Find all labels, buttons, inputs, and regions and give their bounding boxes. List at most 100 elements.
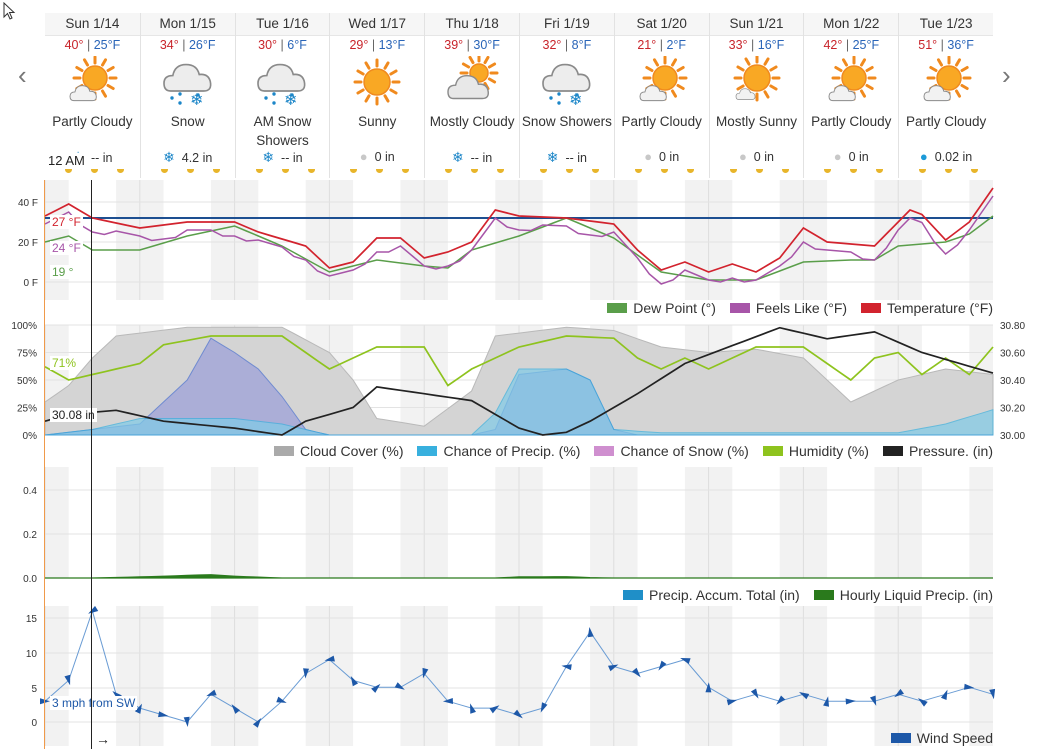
day-column[interactable]: Sat 1/20 21° | 2°F Partly Cloudy ● 0 in [613,13,709,178]
hover-wind-label: 3 mph from SW [50,696,138,710]
day-date: Mon 1/15 [140,13,235,36]
partly-cloudy-icon [821,55,881,112]
day-column[interactable]: Wed 1/17 29° | 13°F Sunny ● 0 in [329,13,425,178]
raindrop-icon: ● [644,149,653,164]
sunrise-marker-icon [402,169,410,173]
legend-label[interactable]: Chance of Precip. (%) [443,443,581,459]
high-temp: 42° [823,38,843,52]
wind-direction-arrow [658,660,667,671]
legend-label[interactable]: Temperature (°F) [887,300,993,316]
hover-temperature-label: 27 °F [50,215,83,229]
daily-forecast-strip: Sun 1/14 40° | 25°F Partly Cloudy ❄ -- i… [45,13,993,178]
condition-label: Partly Cloudy [52,114,133,129]
day-column[interactable]: Tue 1/23 51° | 36°F Partly Cloudy ● 0.02… [898,13,993,178]
legend-swatch [607,303,628,313]
y-tick-label: 0 [31,718,37,729]
sunrise-marker-icon [876,169,884,173]
day-column[interactable]: Thu 1/18 39° | 30°F Mostly Cloudy ❄ -- i… [424,13,519,178]
condition-label: Partly Cloudy [811,114,892,129]
legend-label[interactable]: Hourly Liquid Precip. (in) [839,587,993,603]
day-temps: 34° | 26°F [159,38,216,52]
day-date: Tue 1/23 [899,13,993,36]
y2-tick-label: 30.80 [1000,321,1025,332]
high-temp: 34° [159,38,179,52]
precip-amount: ● 0 in [739,149,774,164]
legend-swatch [594,446,615,456]
legend-label[interactable]: Pressure. (in) [908,443,993,459]
condition-label: AM Snow Showers [253,114,312,148]
wind-direction-arrow [158,711,169,718]
day-column[interactable]: Fri 1/19 32° | 8°F ❄ Snow Showers ❄ -- i… [519,13,614,178]
legend-label[interactable]: Chance of Snow (%) [620,443,749,459]
snowflake-icon: ❄ [451,149,464,165]
high-temp: 29° [349,38,369,52]
sunrise-marker-icon [350,169,358,173]
wind-direction-arrow-icon: → [96,731,110,747]
day-column[interactable]: Tue 1/16 30° | 6°F ❄ AM Snow Showers ❄ -… [234,13,330,178]
day-column[interactable]: Mon 1/15 34° | 26°F ❄ Snow ❄ 4.2 in [139,13,235,178]
hover-feels-like-label: 24 °F [50,241,83,255]
legend-label[interactable]: Feels Like (°F) [755,300,848,316]
legend-label[interactable]: Humidity (%) [788,443,869,459]
wind-direction-arrow [608,664,619,672]
wind-direction-arrow [489,705,500,714]
day-date: Mon 1/22 [804,13,899,36]
day-column[interactable]: Mon 1/22 42° | 25°F Partly Cloudy ● 0 in [803,13,899,178]
sunrise-marker-icon [729,169,737,173]
legend-label[interactable]: Wind Speed [916,730,993,746]
sunrise-marker-icon [445,169,453,173]
temperature-chart[interactable]: 40 F 20 F 0 F [0,180,1055,320]
sunrise-marker-icon [376,169,384,173]
condition-label: Mostly Cloudy [429,114,515,129]
sunrise-marker-icon [824,169,832,173]
wind-direction-arrow [561,664,572,671]
legend-swatch [762,446,783,456]
wind-speed-chart[interactable]: 15 10 5 0 [0,606,1055,749]
wind-direction-arrow [587,626,594,638]
raindrop-icon: ● [739,149,747,164]
wind-direction-arrow [964,683,975,690]
time-cursor-label: 12 AM [46,153,87,168]
legend-label[interactable]: Cloud Cover (%) [300,443,404,459]
sunrise-marker-icon [255,169,263,173]
wind-direction-arrows [40,606,996,728]
wind-legend: Wind Speed [877,730,993,746]
sunny-icon [347,56,407,112]
wind-direction-arrow [940,689,948,701]
sunrise-marker-icon [471,169,479,173]
svg-text:❄: ❄ [284,92,297,109]
chance-of-precip-area [44,368,994,436]
hover-humidity-label: 71% [50,356,79,370]
precip-amount: ● 0.02 in [919,149,973,164]
high-temp: 39° [444,38,464,52]
precip-amount: ❄ -- in [262,149,303,165]
sky-conditions-chart[interactable]: 100% 75% 50% 25% 0% 30.80 30.60 30.40 30.20 30.00 [0,320,1055,442]
next-days-arrow[interactable]: › [1002,60,1011,90]
legend-label[interactable]: Precip. Accum. Total (in) [649,587,800,603]
day-temps: 51° | 36°F [918,38,974,52]
precipitation-legend: Precip. Accum. Total (in) Hourly Liquid P… [609,587,993,603]
y-tick-label: 100% [11,321,37,332]
legend-swatch [890,733,911,743]
humidity-line [44,335,994,387]
day-date: Thu 1/18 [425,13,519,36]
previous-days-arrow[interactable]: ‹ [18,60,27,90]
sunrise-marker-icon [91,169,98,173]
precip-amount: ● 0 in [833,149,869,164]
day-column[interactable]: Sun 1/21 33° | 16°F Mostly Sunny ● 0 in [708,13,804,178]
precipitation-chart[interactable]: 0.4 0.2 0.0 [0,465,1055,587]
wind-direction-arrow [40,698,50,705]
y-tick-label: 10 [26,649,38,660]
wind-direction-arrow [540,702,548,713]
sunrise-marker-icon [186,169,194,173]
partly-cloudy-icon [62,55,122,112]
day-date: Fri 1/19 [520,13,614,36]
wind-direction-arrow [206,689,217,697]
day-temps: 39° | 30°F [444,38,500,52]
day-temps: 33° | 16°F [728,38,785,52]
snow-showers-icon: ❄ [252,56,312,112]
y-tick-label: 0 F [24,278,38,289]
wind-direction-arrow [64,674,71,686]
day-temps: 42° | 25°F [823,38,880,52]
legend-label[interactable]: Dew Point (°) [633,300,716,316]
